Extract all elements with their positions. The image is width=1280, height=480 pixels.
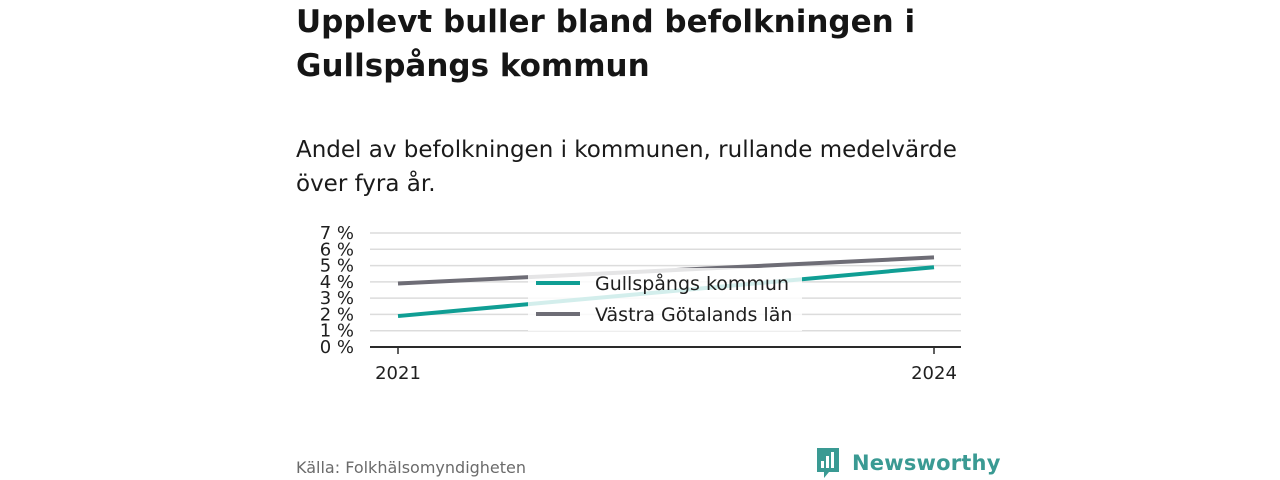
y-tick-label: 3 % bbox=[320, 288, 354, 309]
line-chart: 0 % 1 % 2 % 3 % 4 % 5 % 6 % 7 % 2021 2024 Gullsp… bbox=[296, 215, 986, 395]
x-axis: 2021 2024 bbox=[370, 346, 961, 384]
x-tick-label: 2021 bbox=[375, 363, 421, 384]
legend-label: Gullspångs kommun bbox=[595, 272, 789, 295]
source-note: Källa: Folkhälsomyndigheten bbox=[296, 458, 527, 477]
y-tick-label: 4 % bbox=[320, 272, 354, 293]
y-axis: 0 %1 %2 %3 %4 %5 %6 %7 % bbox=[320, 223, 354, 358]
y-tick-label: 5 % bbox=[320, 256, 354, 277]
newsworthy-logo-icon bbox=[817, 448, 839, 478]
legend-background bbox=[528, 268, 802, 331]
y-tick-label: 1 % bbox=[320, 321, 354, 342]
y-tick-label: 2 % bbox=[320, 304, 354, 325]
chart-title: Upplevt buller bland befolkningen i Gull… bbox=[296, 4, 916, 84]
legend-label: Västra Götalands län bbox=[595, 304, 792, 326]
brand-name: Newsworthy bbox=[852, 451, 1001, 475]
y-tick-label: 7 % bbox=[320, 223, 354, 244]
y-tick-label: 0 % bbox=[320, 337, 354, 358]
x-tick-label: 2024 bbox=[911, 363, 957, 384]
chart-card: Upplevt buller bland befolkningen i Gull… bbox=[296, 0, 1000, 480]
legend: Gullspångs kommun Västra Götalands län bbox=[528, 268, 802, 331]
chart-subtitle: Andel av befolkningen i kommunen, rullan… bbox=[296, 137, 957, 197]
brand-logo-block: Newsworthy bbox=[815, 446, 1001, 480]
y-tick-label: 6 % bbox=[320, 239, 354, 260]
line-chart-svg: 0 %1 %2 %3 %4 %5 %6 %7 % 2021 2024 Gullsp… bbox=[320, 223, 961, 384]
